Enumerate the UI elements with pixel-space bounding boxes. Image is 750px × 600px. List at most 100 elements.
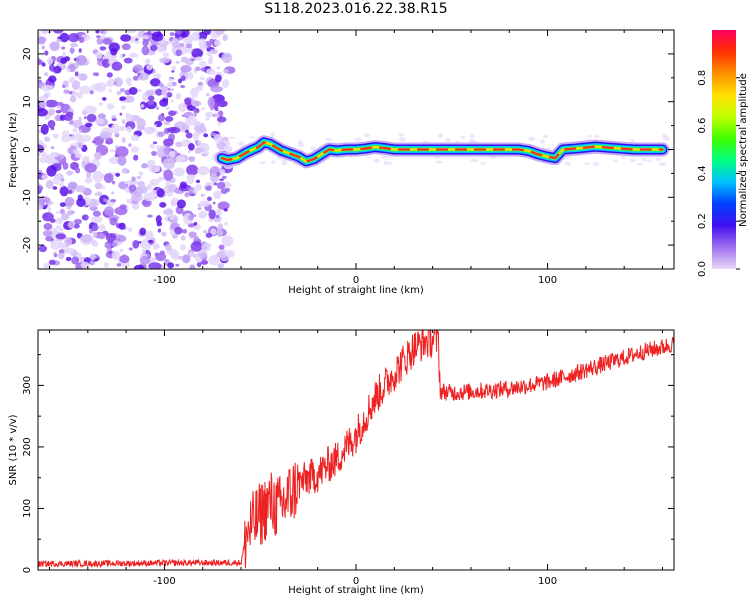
- noise-speckle: [171, 41, 181, 49]
- noise-speckle: [197, 31, 208, 41]
- noise-speckle: [103, 172, 114, 184]
- noise-speckle: [188, 215, 194, 221]
- noise-speckle: [59, 32, 70, 43]
- noise-speckle: [213, 133, 223, 143]
- noise-speckle: [138, 171, 144, 176]
- noise-speckle: [163, 169, 174, 181]
- noise-speckle: [61, 212, 70, 221]
- noise-speckle: [105, 137, 114, 145]
- noise-speckle: [133, 65, 141, 73]
- colorbar-tick-label: 0.4: [697, 165, 708, 181]
- trace-haze-speckle: [248, 136, 256, 139]
- trace-haze-speckle: [470, 158, 479, 163]
- noise-speckle: [55, 217, 64, 225]
- noise-speckle: [212, 201, 216, 205]
- noise-speckle: [98, 102, 104, 106]
- noise-speckle: [71, 80, 81, 90]
- noise-speckle: [55, 233, 67, 240]
- noise-speckle: [126, 198, 131, 204]
- noise-speckle: [180, 30, 190, 38]
- noise-speckle: [71, 256, 80, 265]
- noise-speckle: [201, 245, 208, 251]
- noise-speckle: [78, 48, 82, 53]
- noise-speckle: [44, 136, 51, 142]
- noise-speckle: [119, 254, 130, 264]
- trace-haze-speckle: [310, 146, 317, 152]
- noise-speckle: [66, 170, 74, 176]
- noise-speckle: [132, 239, 140, 249]
- noise-speckle: [141, 249, 147, 254]
- noise-speckle: [175, 61, 180, 64]
- noise-speckle: [103, 206, 115, 216]
- noise-speckle: [147, 100, 154, 105]
- noise-speckle: [174, 30, 183, 35]
- noise-speckle: [213, 182, 218, 186]
- noise-speckle: [126, 81, 132, 86]
- noise-speckle: [215, 74, 222, 83]
- noise-speckle: [76, 91, 83, 99]
- noise-speckle: [83, 115, 87, 120]
- trace-haze-speckle: [658, 161, 667, 167]
- noise-speckle: [155, 88, 163, 96]
- noise-speckle: [109, 217, 118, 226]
- noise-speckle: [149, 178, 160, 186]
- noise-speckle: [159, 202, 167, 208]
- noise-speckle: [190, 157, 195, 162]
- noise-speckle: [160, 85, 169, 93]
- colorbar: 0.0 0.2 0.4 0.6 0.8 Normalized spectral ampl…: [697, 30, 749, 277]
- noise-speckle: [194, 125, 206, 133]
- noise-speckle: [205, 117, 210, 121]
- noise-speckle: [98, 232, 106, 240]
- trace-haze-speckle: [228, 136, 236, 139]
- noise-speckle: [142, 34, 150, 40]
- noise-speckle: [131, 192, 143, 203]
- noise-speckle: [216, 228, 224, 237]
- trace-haze-speckle: [372, 159, 381, 163]
- noise-speckle: [213, 39, 221, 47]
- noise-speckle: [105, 80, 111, 87]
- noise-speckle: [188, 251, 194, 258]
- noise-speckle: [111, 241, 119, 247]
- noise-speckle: [109, 149, 116, 153]
- noise-speckle: [157, 131, 165, 137]
- noise-speckle: [190, 87, 199, 98]
- trace-haze-speckle: [325, 137, 333, 142]
- noise-speckle: [198, 210, 208, 219]
- noise-speckle: [89, 260, 95, 266]
- noise-speckle: [102, 37, 112, 45]
- noise-speckle: [163, 94, 168, 99]
- noise-speckle: [146, 64, 153, 71]
- noise-speckle: [133, 264, 145, 269]
- noise-speckle: [60, 178, 65, 182]
- noise-speckle: [142, 39, 149, 47]
- y-tick-label: 10: [22, 95, 33, 108]
- noise-speckle: [47, 201, 54, 205]
- noise-speckle: [89, 253, 96, 261]
- noise-speckle: [50, 127, 55, 131]
- noise-speckle: [164, 116, 174, 122]
- noise-speckle: [169, 150, 176, 158]
- noise-speckle: [162, 96, 169, 103]
- noise-speckle: [115, 172, 121, 177]
- noise-speckle: [101, 185, 106, 190]
- noise-speckle: [111, 191, 115, 195]
- noise-speckle: [38, 245, 48, 253]
- noise-speckle: [118, 125, 126, 132]
- noise-speckle: [119, 87, 125, 93]
- noise-speckle: [40, 123, 49, 135]
- noise-speckle: [62, 188, 67, 192]
- noise-speckle: [82, 155, 90, 163]
- noise-speckle: [175, 155, 185, 163]
- noise-speckle: [111, 250, 121, 260]
- noise-speckle: [162, 157, 176, 170]
- noise-speckle: [188, 115, 194, 120]
- x-tick-label: -100: [153, 275, 176, 286]
- noise-speckle: [56, 105, 62, 109]
- noise-speckle: [72, 149, 80, 154]
- noise-speckle: [59, 208, 65, 215]
- noise-speckle: [67, 181, 78, 190]
- noise-speckle: [59, 202, 67, 207]
- trace-haze-speckle: [542, 134, 549, 139]
- noise-speckle: [200, 259, 209, 265]
